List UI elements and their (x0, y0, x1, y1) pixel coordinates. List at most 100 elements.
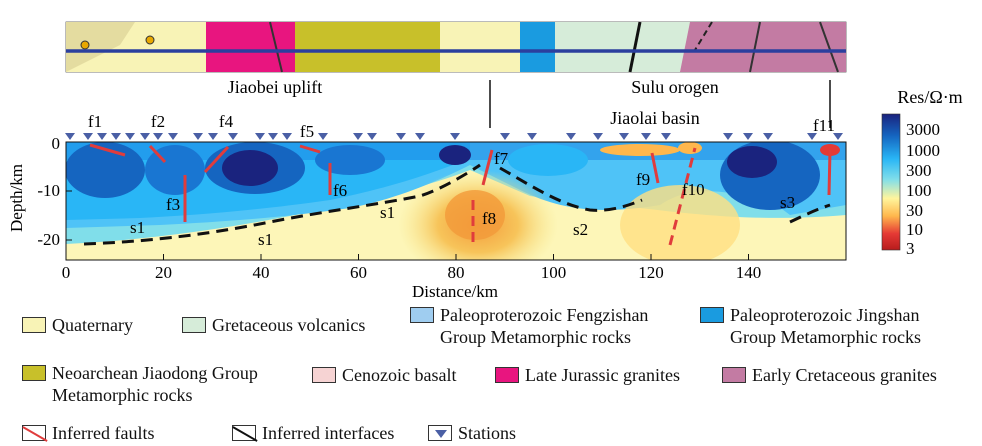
legend-swatch-jingshan (700, 307, 724, 323)
station-marker (193, 133, 203, 140)
station-marker (228, 133, 238, 140)
legend-item-early-cretaceous-granites: Early Cretaceous granites (722, 364, 937, 386)
fault-label-f9: f9 (636, 170, 650, 189)
y-tick-10: -10 (37, 181, 60, 200)
colorbar-title: Res/Ω·m (897, 87, 962, 107)
station-marker (743, 133, 753, 140)
fault-label-f6: f6 (333, 181, 347, 200)
legend-label-fengzishan: Paleoproterozoic Fengzishan Group Metamo… (440, 304, 648, 348)
station-marker (367, 133, 377, 140)
station-marker (619, 133, 629, 140)
legend-item-stations: Stations (428, 422, 516, 444)
legend-swatch-inferred-interfaces (232, 425, 256, 441)
legend-item-jiaodong: Neoarchean Jiaodong Group Metamorphic ro… (22, 362, 258, 406)
station-marker (833, 133, 843, 140)
colorbar-tick-label: 300 (906, 161, 932, 180)
y-tick-0: 0 (52, 134, 61, 153)
y-tick-20: -20 (37, 230, 60, 249)
legend-item-gretaceous-volcanics: Gretaceous volcanics (182, 314, 365, 336)
station-marker (593, 133, 603, 140)
legend-label-inferred-interfaces: Inferred interfaces (262, 423, 395, 443)
colorbar-tick-label: 10 (906, 220, 923, 239)
x-axis-label: Distance/km (412, 282, 498, 300)
fault-label-f7: f7 (494, 149, 509, 168)
y-axis-label: Depth/km (7, 164, 26, 232)
fault-label-f3: f3 (166, 195, 180, 214)
colorbar-tick-label: 30 (906, 201, 923, 220)
region-sulu-label: Sulu orogen (631, 77, 719, 97)
legend-item-jingshan: Paleoproterozoic Jingshan Group Metamorp… (700, 304, 921, 348)
legend-item-quaternary: Quaternary (22, 314, 133, 336)
legend-label-cenozoic-basalt: Cenozoic basalt (342, 365, 457, 385)
interface-label-s2: s2 (573, 220, 588, 239)
x-tick-label: 120 (638, 263, 664, 282)
fault-label-f8: f8 (482, 209, 496, 228)
station-marker (111, 133, 121, 140)
station-marker (282, 133, 292, 140)
fault-label-f4: f4 (219, 112, 234, 131)
station-marker (168, 133, 178, 140)
interface-label-s1-left: s1 (130, 218, 145, 237)
x-tick-label: 20 (155, 263, 172, 282)
legend-label-late-jurassic-granites: Late Jurassic granites (525, 365, 680, 385)
station-marker (661, 133, 671, 140)
fault-label-f2: f2 (151, 112, 165, 131)
fault-label-f11: f11 (813, 116, 835, 135)
fault-label-f1: f1 (88, 112, 102, 131)
legend-label-fengzishan-line2: Group Metamorphic rocks (440, 327, 631, 347)
geology-map-strip (65, 21, 847, 73)
station-marker (140, 133, 150, 140)
station-marker (763, 133, 773, 140)
legend-swatch-stations (428, 425, 452, 441)
station-marker (353, 133, 363, 140)
x-tick-label: 100 (541, 263, 567, 282)
resistivity-section (66, 142, 846, 260)
colorbar-tick-label: 1000 (906, 141, 940, 160)
legend-swatch-jiaodong (22, 365, 46, 381)
station-marker (208, 133, 218, 140)
legend-item-inferred-interfaces: Inferred interfaces (232, 422, 394, 444)
legend-swatch-fengzishan (410, 307, 434, 323)
legend-label-jiaodong-line2: Metamorphic rocks (52, 385, 193, 405)
section-labels: f3 f6 f7 f8 f9 f10 s1 s1 s1 s2 s3 (130, 149, 795, 249)
inferred-fault-lines (89, 143, 832, 246)
station-marker (450, 133, 460, 140)
x-axis: Distance/km 0 20 40 60 80 100 120 140 (62, 254, 761, 300)
legend-swatch-gretaceous-volcanics (182, 317, 206, 333)
legend-label-jiaodong: Neoarchean Jiaodong Group Metamorphic ro… (52, 362, 258, 406)
interface-label-s3: s3 (780, 193, 795, 212)
legend-label-stations: Stations (458, 423, 517, 443)
legend-swatch-inferred-faults (22, 425, 46, 441)
legend-label-jingshan-line2: Group Metamorphic rocks (730, 327, 921, 347)
x-tick-label: 40 (253, 263, 270, 282)
station-marker (153, 133, 163, 140)
station-marker (65, 133, 75, 140)
interface-label-s1-mid: s1 (380, 203, 395, 222)
station-marker (396, 133, 406, 140)
y-axis: 0 -10 -20 Depth/km (7, 134, 72, 249)
station-marker (97, 133, 107, 140)
x-tick-label: 0 (62, 263, 71, 282)
station-marker (268, 133, 278, 140)
fault-label-f10: f10 (682, 180, 705, 199)
fault-labels: f1 f2 f4 f5 f11 (88, 112, 835, 141)
region-jiaobei-label: Jiaobei uplift (228, 77, 322, 97)
station-marker (723, 133, 733, 140)
colorbar-tick-label: 3 (906, 239, 915, 258)
legend-item-cenozoic-basalt: Cenozoic basalt (312, 364, 456, 386)
station-marker (566, 133, 576, 140)
legend-swatch-early-cretaceous-granites (722, 367, 746, 383)
legend-item-late-jurassic-granites: Late Jurassic granites (495, 364, 680, 386)
legend-label-fengzishan-line1: Paleoproterozoic Fengzishan (440, 305, 649, 325)
colorbar-tick-label: 100 (906, 181, 932, 200)
station-marker (125, 133, 135, 140)
legend-swatch-cenozoic-basalt (312, 367, 336, 383)
legend-label-jingshan: Paleoproterozoic Jingshan Group Metamorp… (730, 304, 921, 348)
legend-label-jiaodong-line1: Neoarchean Jiaodong Group (52, 363, 258, 383)
resistivity-profile-figure: Jiaobei uplift Sulu orogen Jiaolai basin… (7, 21, 963, 300)
legend-label-jingshan-line1: Paleoproterozoic Jingshan (730, 305, 920, 325)
station-marker (318, 133, 328, 140)
interface-label-s1-bottom: s1 (258, 230, 273, 249)
station-marker (527, 133, 537, 140)
